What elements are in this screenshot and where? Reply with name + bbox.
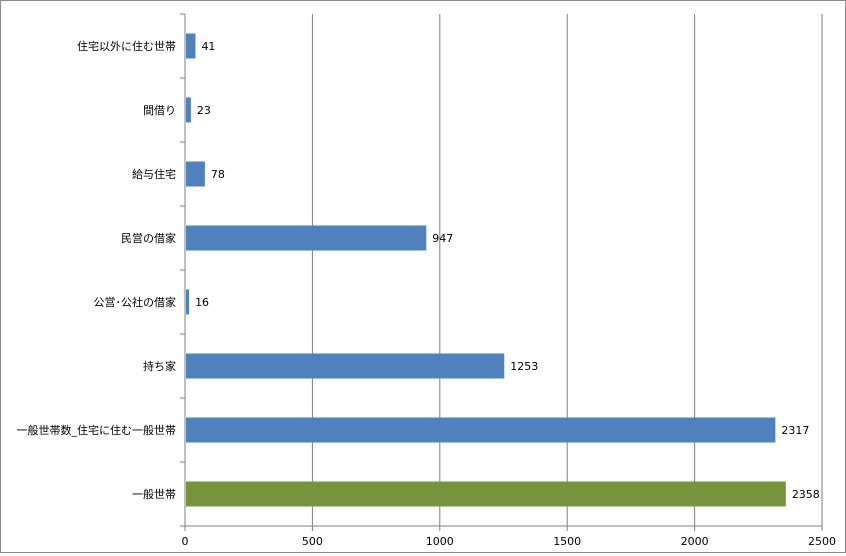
bar	[186, 481, 786, 507]
bar	[186, 33, 196, 59]
data-label: 16	[195, 296, 209, 309]
data-label: 1253	[510, 360, 538, 373]
data-label: 23	[197, 104, 211, 117]
bar	[186, 289, 190, 315]
x-tick-label: 1000	[426, 535, 454, 548]
gridlines	[311, 14, 823, 526]
bar	[186, 353, 505, 379]
bar	[186, 225, 427, 251]
x-tick-label: 1500	[553, 535, 581, 548]
category-label: 民営の借家	[121, 231, 176, 245]
data-label: 2358	[792, 488, 820, 501]
bars	[186, 33, 786, 507]
x-tick-label: 500	[302, 535, 323, 548]
category-label: 一般世帯	[132, 488, 176, 501]
data-label: 2317	[781, 424, 809, 437]
bar	[186, 417, 776, 443]
data-label: 947	[432, 232, 453, 245]
category-label: 住宅以外に住む世帯	[77, 39, 176, 53]
labels: 41 住宅以外に住む世帯 23 間借り 78 給与住宅 947 民営の借家 16 公営･公社の借家…	[17, 39, 837, 548]
bar	[186, 97, 191, 123]
x-tick-label: 0	[182, 535, 189, 548]
category-label: 間借り	[143, 104, 176, 117]
bar	[186, 161, 205, 187]
category-label: 持ち家	[143, 359, 176, 373]
data-label: 78	[211, 168, 225, 181]
category-label: 公営･公社の借家	[94, 295, 177, 309]
x-tick-label: 2000	[681, 535, 709, 548]
category-label: 給与住宅	[132, 167, 176, 181]
axes	[180, 13, 823, 531]
category-label: 一般世帯数_住宅に住む一般世帯	[17, 423, 177, 437]
x-tick-label: 2500	[808, 535, 836, 548]
data-label: 41	[201, 40, 215, 53]
